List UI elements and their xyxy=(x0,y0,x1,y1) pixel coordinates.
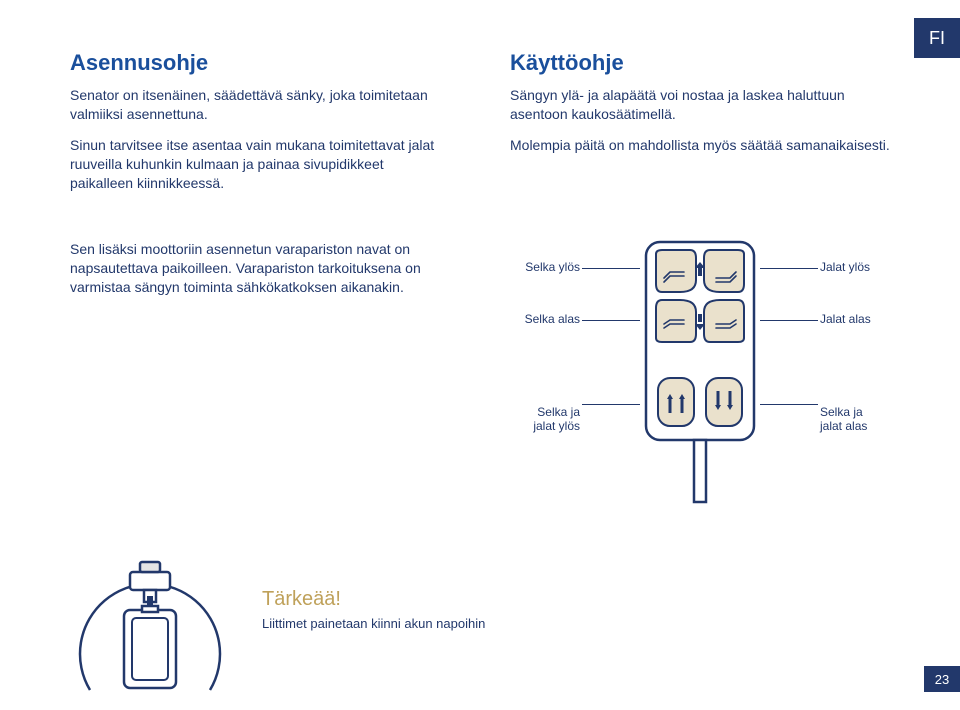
left-heading: Asennusohje xyxy=(70,50,450,76)
remote-control-illustration xyxy=(640,240,760,520)
left-column: Asennusohje Senator on itsenäinen, sääde… xyxy=(70,50,450,204)
left-p1: Senator on itsenäinen, säädettävä sänky,… xyxy=(70,86,450,124)
page-number: 23 xyxy=(924,666,960,692)
right-column: Käyttöohje Sängyn ylä- ja alapäätä voi n… xyxy=(510,50,890,204)
right-p1: Sängyn ylä- ja alapäätä voi nostaa ja la… xyxy=(510,86,890,124)
language-tab: FI xyxy=(914,18,960,58)
label-jalat-alas: Jalat alas xyxy=(820,312,871,326)
label-selka-ylos: Selka ylös xyxy=(525,260,580,274)
right-p2: Molempia päitä on mahdollista myös säätä… xyxy=(510,136,890,155)
label-selka-alas: Selka alas xyxy=(525,312,580,326)
right-heading: Käyttöohje xyxy=(510,50,890,76)
label-selka-ja-jalat-alas: Selka ja jalat alas xyxy=(820,405,867,433)
left-p2: Sinun tarvitsee itse asentaa vain mukana… xyxy=(70,136,450,193)
remote-diagram: Selka ylös Selka alas Selka ja jalat ylö… xyxy=(510,240,890,500)
label-jalat-ylos: Jalat ylös xyxy=(820,260,870,274)
important-text: Liittimet painetaan kiinni akun napoihin xyxy=(262,615,485,633)
important-block: Tärkeää! Liittimet painetaan kiinni akun… xyxy=(262,588,485,633)
important-heading: Tärkeää! xyxy=(262,588,485,611)
battery-illustration xyxy=(70,550,230,710)
left-p3-block: Sen lisäksi moottoriin asennetun varapar… xyxy=(70,240,450,309)
label-selka-ja-jalat-ylos: Selka ja jalat ylös xyxy=(533,405,580,433)
left-p3: Sen lisäksi moottoriin asennetun varapar… xyxy=(70,240,450,297)
